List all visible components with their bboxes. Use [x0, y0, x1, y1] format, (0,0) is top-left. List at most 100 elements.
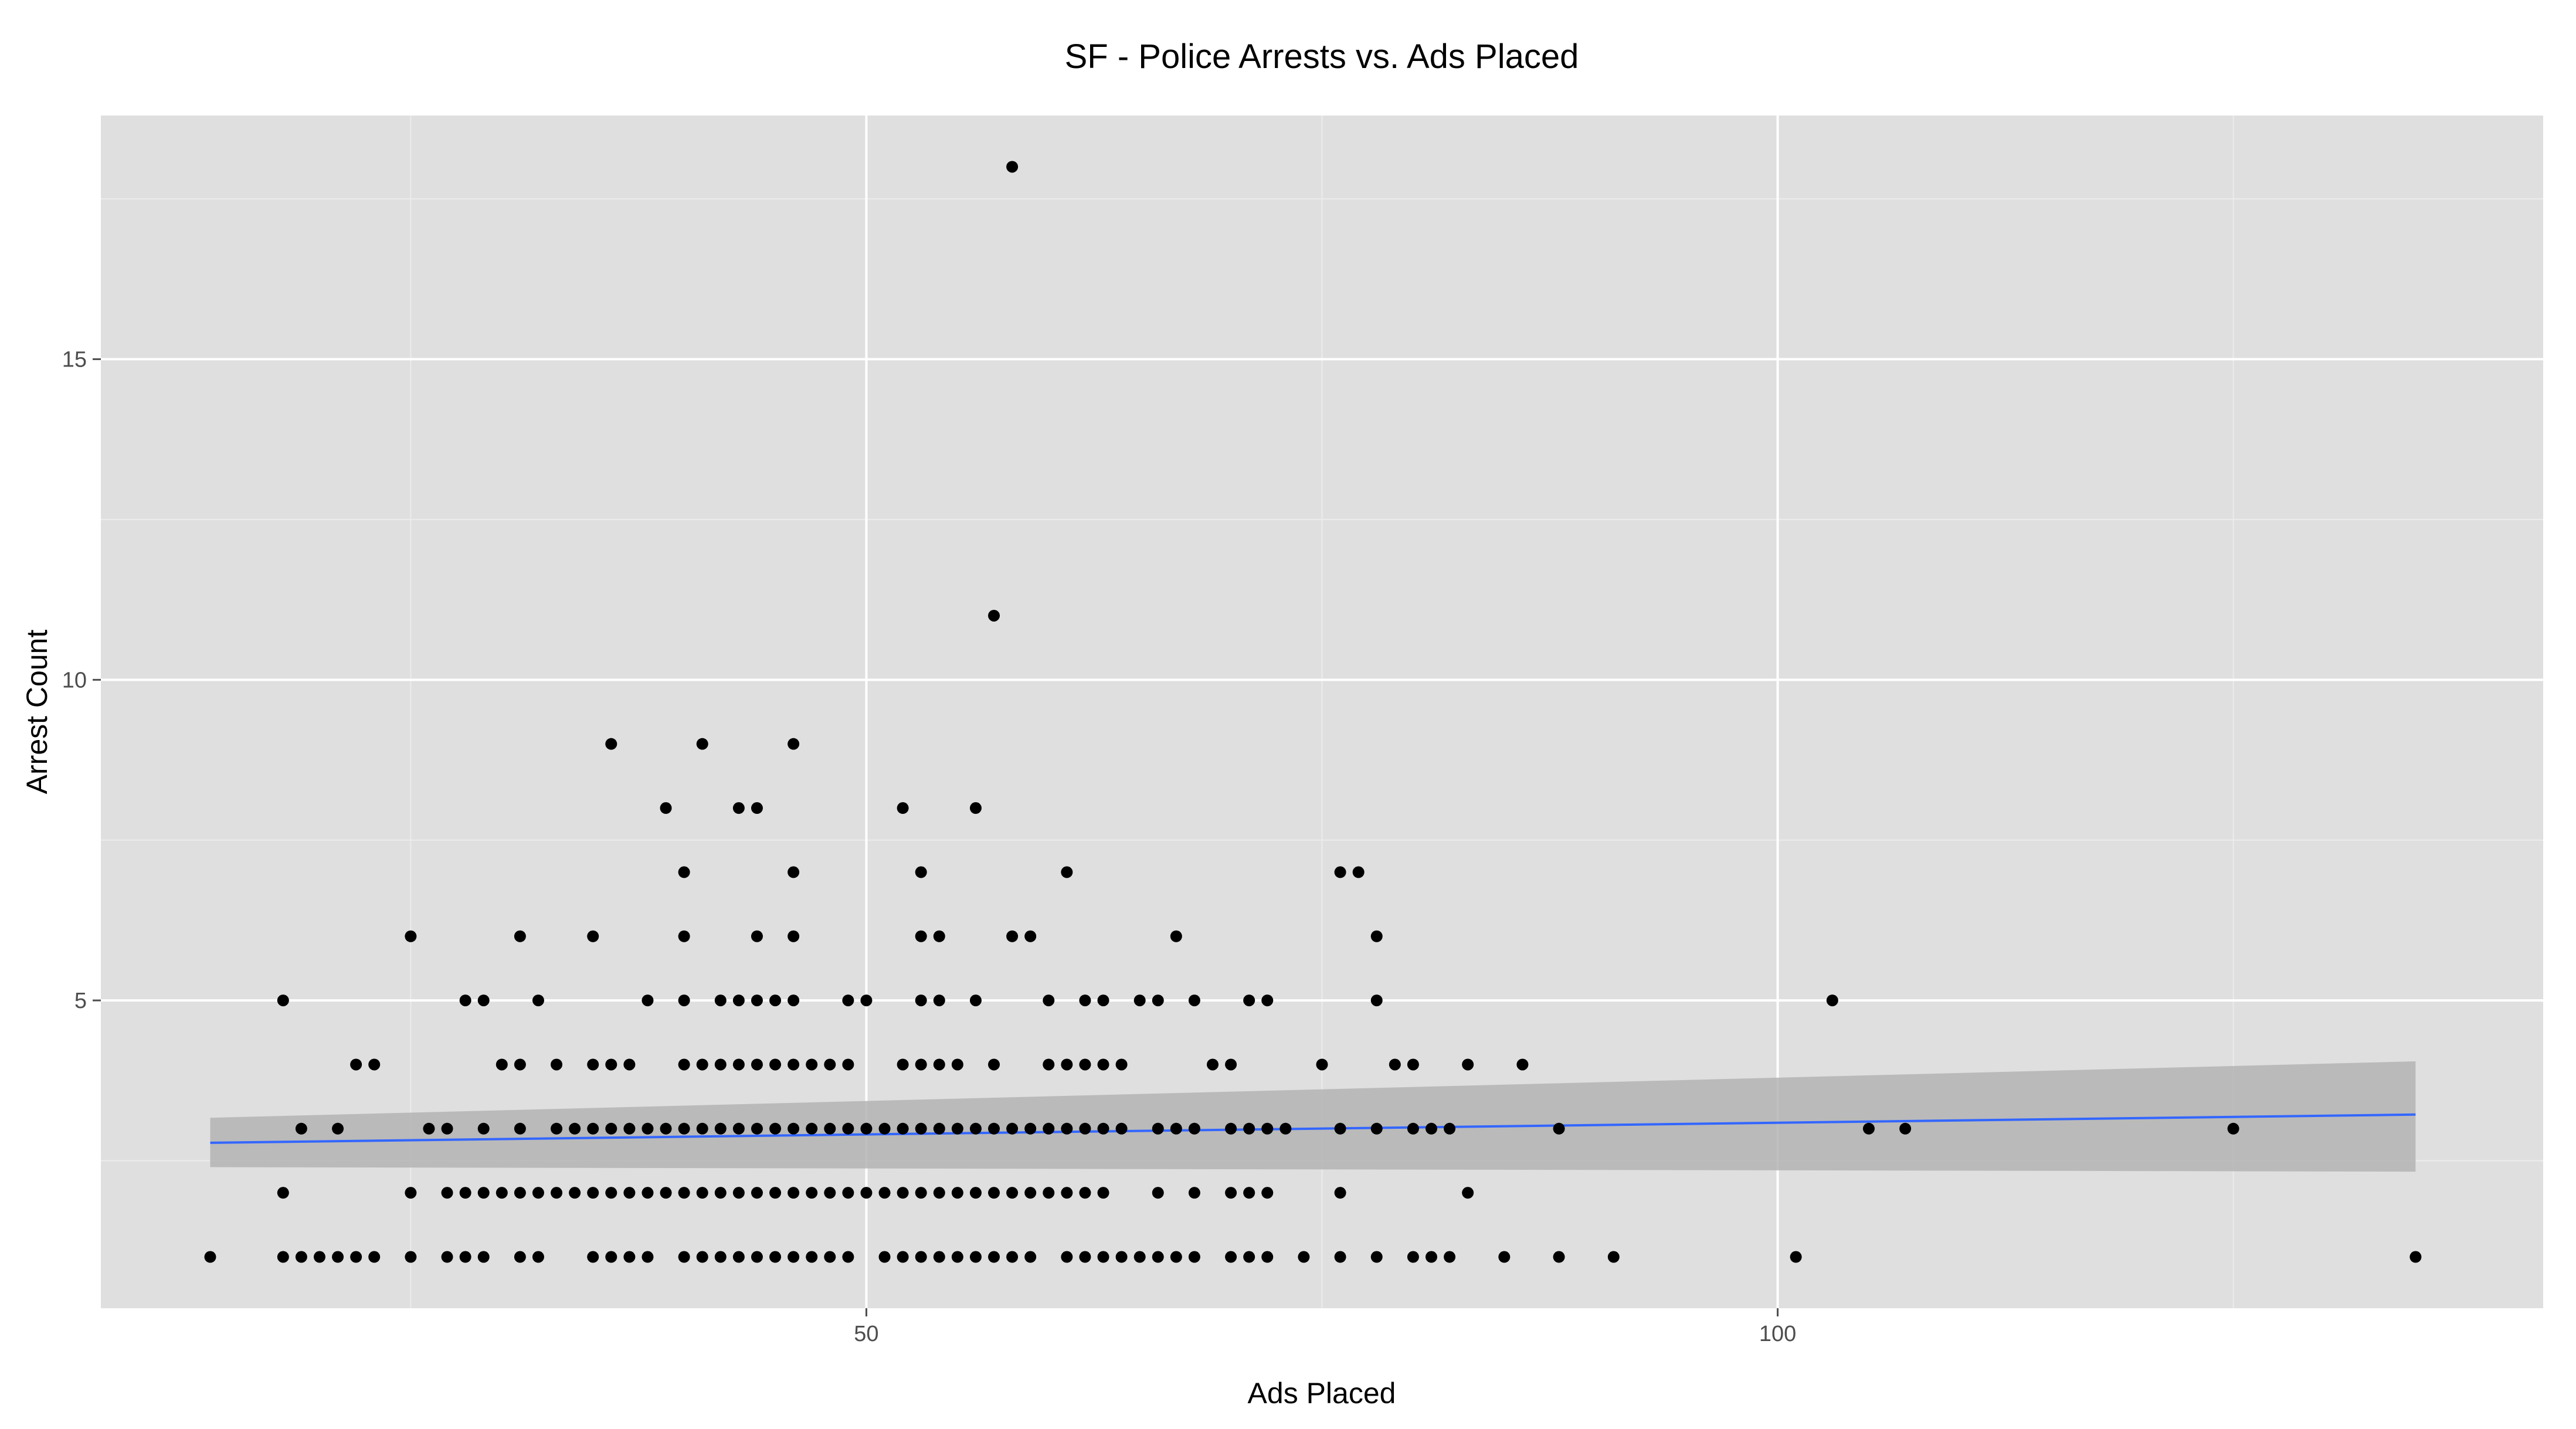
data-point: [1243, 994, 1255, 1007]
data-point: [1024, 930, 1037, 942]
data-point: [332, 1122, 344, 1135]
data-point: [969, 994, 982, 1007]
data-point: [1334, 866, 1346, 878]
data-point: [788, 930, 800, 942]
data-point: [915, 930, 927, 942]
data-point: [1243, 1122, 1255, 1135]
data-point: [751, 994, 763, 1007]
data-point: [551, 1187, 563, 1199]
data-point: [1261, 1251, 1274, 1263]
data-point: [897, 802, 909, 814]
data-point: [441, 1122, 453, 1135]
data-point: [587, 1058, 599, 1071]
data-point: [842, 1251, 854, 1263]
data-point: [1425, 1251, 1437, 1263]
data-point: [1024, 1122, 1037, 1135]
data-point: [587, 1122, 599, 1135]
data-point: [1097, 994, 1109, 1007]
data-point: [1079, 1187, 1091, 1199]
data-point: [1790, 1251, 1802, 1263]
data-point: [678, 1187, 690, 1199]
data-point: [459, 994, 471, 1007]
data-point: [897, 1058, 909, 1071]
data-point: [1298, 1251, 1310, 1263]
data-point: [1061, 866, 1073, 878]
data-point: [1006, 1251, 1019, 1263]
data-point: [277, 994, 289, 1007]
data-point: [1061, 1251, 1073, 1263]
data-point: [1024, 1251, 1037, 1263]
data-point: [2409, 1251, 2422, 1263]
data-point: [915, 1122, 927, 1135]
data-point: [933, 994, 945, 1007]
data-point: [660, 802, 672, 814]
data-point: [1279, 1122, 1292, 1135]
data-point: [477, 1122, 490, 1135]
data-point: [1006, 1187, 1019, 1199]
data-point: [788, 738, 800, 750]
x-tick-label: 100: [1759, 1322, 1796, 1346]
data-point: [1352, 866, 1365, 878]
data-point: [732, 994, 745, 1007]
data-point: [532, 994, 544, 1007]
data-point: [1079, 1251, 1091, 1263]
data-point: [878, 1122, 891, 1135]
data-point: [1462, 1187, 1474, 1199]
data-point: [678, 866, 690, 878]
data-point: [204, 1251, 216, 1263]
data-point: [1553, 1251, 1565, 1263]
data-point: [842, 1187, 854, 1199]
data-point: [897, 1122, 909, 1135]
data-point: [842, 994, 854, 1007]
data-point: [714, 1122, 727, 1135]
major-gridlines: [101, 116, 2543, 1308]
data-point: [623, 1058, 636, 1071]
data-point: [878, 1187, 891, 1199]
data-point: [660, 1187, 672, 1199]
data-point: [1061, 1122, 1073, 1135]
data-point: [1188, 1122, 1200, 1135]
data-point: [1370, 1251, 1383, 1263]
data-point: [951, 1122, 963, 1135]
data-point: [605, 1058, 617, 1071]
data-point: [660, 1122, 672, 1135]
data-point: [1334, 1251, 1346, 1263]
data-point: [951, 1058, 963, 1071]
data-point: [788, 994, 800, 1007]
y-tick-label: 10: [62, 668, 87, 693]
data-point: [1516, 1058, 1529, 1071]
trend-line: [210, 1113, 2416, 1144]
data-point: [751, 1251, 763, 1263]
data-point: [1225, 1251, 1237, 1263]
data-point: [1061, 1187, 1073, 1199]
data-point: [678, 1122, 690, 1135]
data-point: [969, 802, 982, 814]
data-point: [1152, 1122, 1164, 1135]
data-point: [605, 738, 617, 750]
data-point: [788, 1122, 800, 1135]
data-point: [933, 930, 945, 942]
data-point: [878, 1251, 891, 1263]
data-point: [751, 930, 763, 942]
data-point: [769, 1122, 782, 1135]
data-point: [933, 1187, 945, 1199]
data-point: [623, 1187, 636, 1199]
data-point: [1370, 1122, 1383, 1135]
data-point: [824, 1058, 836, 1071]
data-point: [1170, 930, 1182, 942]
data-point: [751, 1058, 763, 1071]
data-point: [295, 1251, 307, 1263]
data-point: [1152, 1187, 1164, 1199]
data-point: [642, 1187, 654, 1199]
data-point: [587, 1251, 599, 1263]
data-point: [1115, 1251, 1128, 1263]
data-point: [788, 1251, 800, 1263]
data-point: [587, 930, 599, 942]
data-point: [441, 1251, 453, 1263]
data-point: [751, 802, 763, 814]
data-point: [441, 1187, 453, 1199]
data-point: [350, 1058, 362, 1071]
data-point: [915, 1187, 927, 1199]
data-point: [1133, 1251, 1146, 1263]
